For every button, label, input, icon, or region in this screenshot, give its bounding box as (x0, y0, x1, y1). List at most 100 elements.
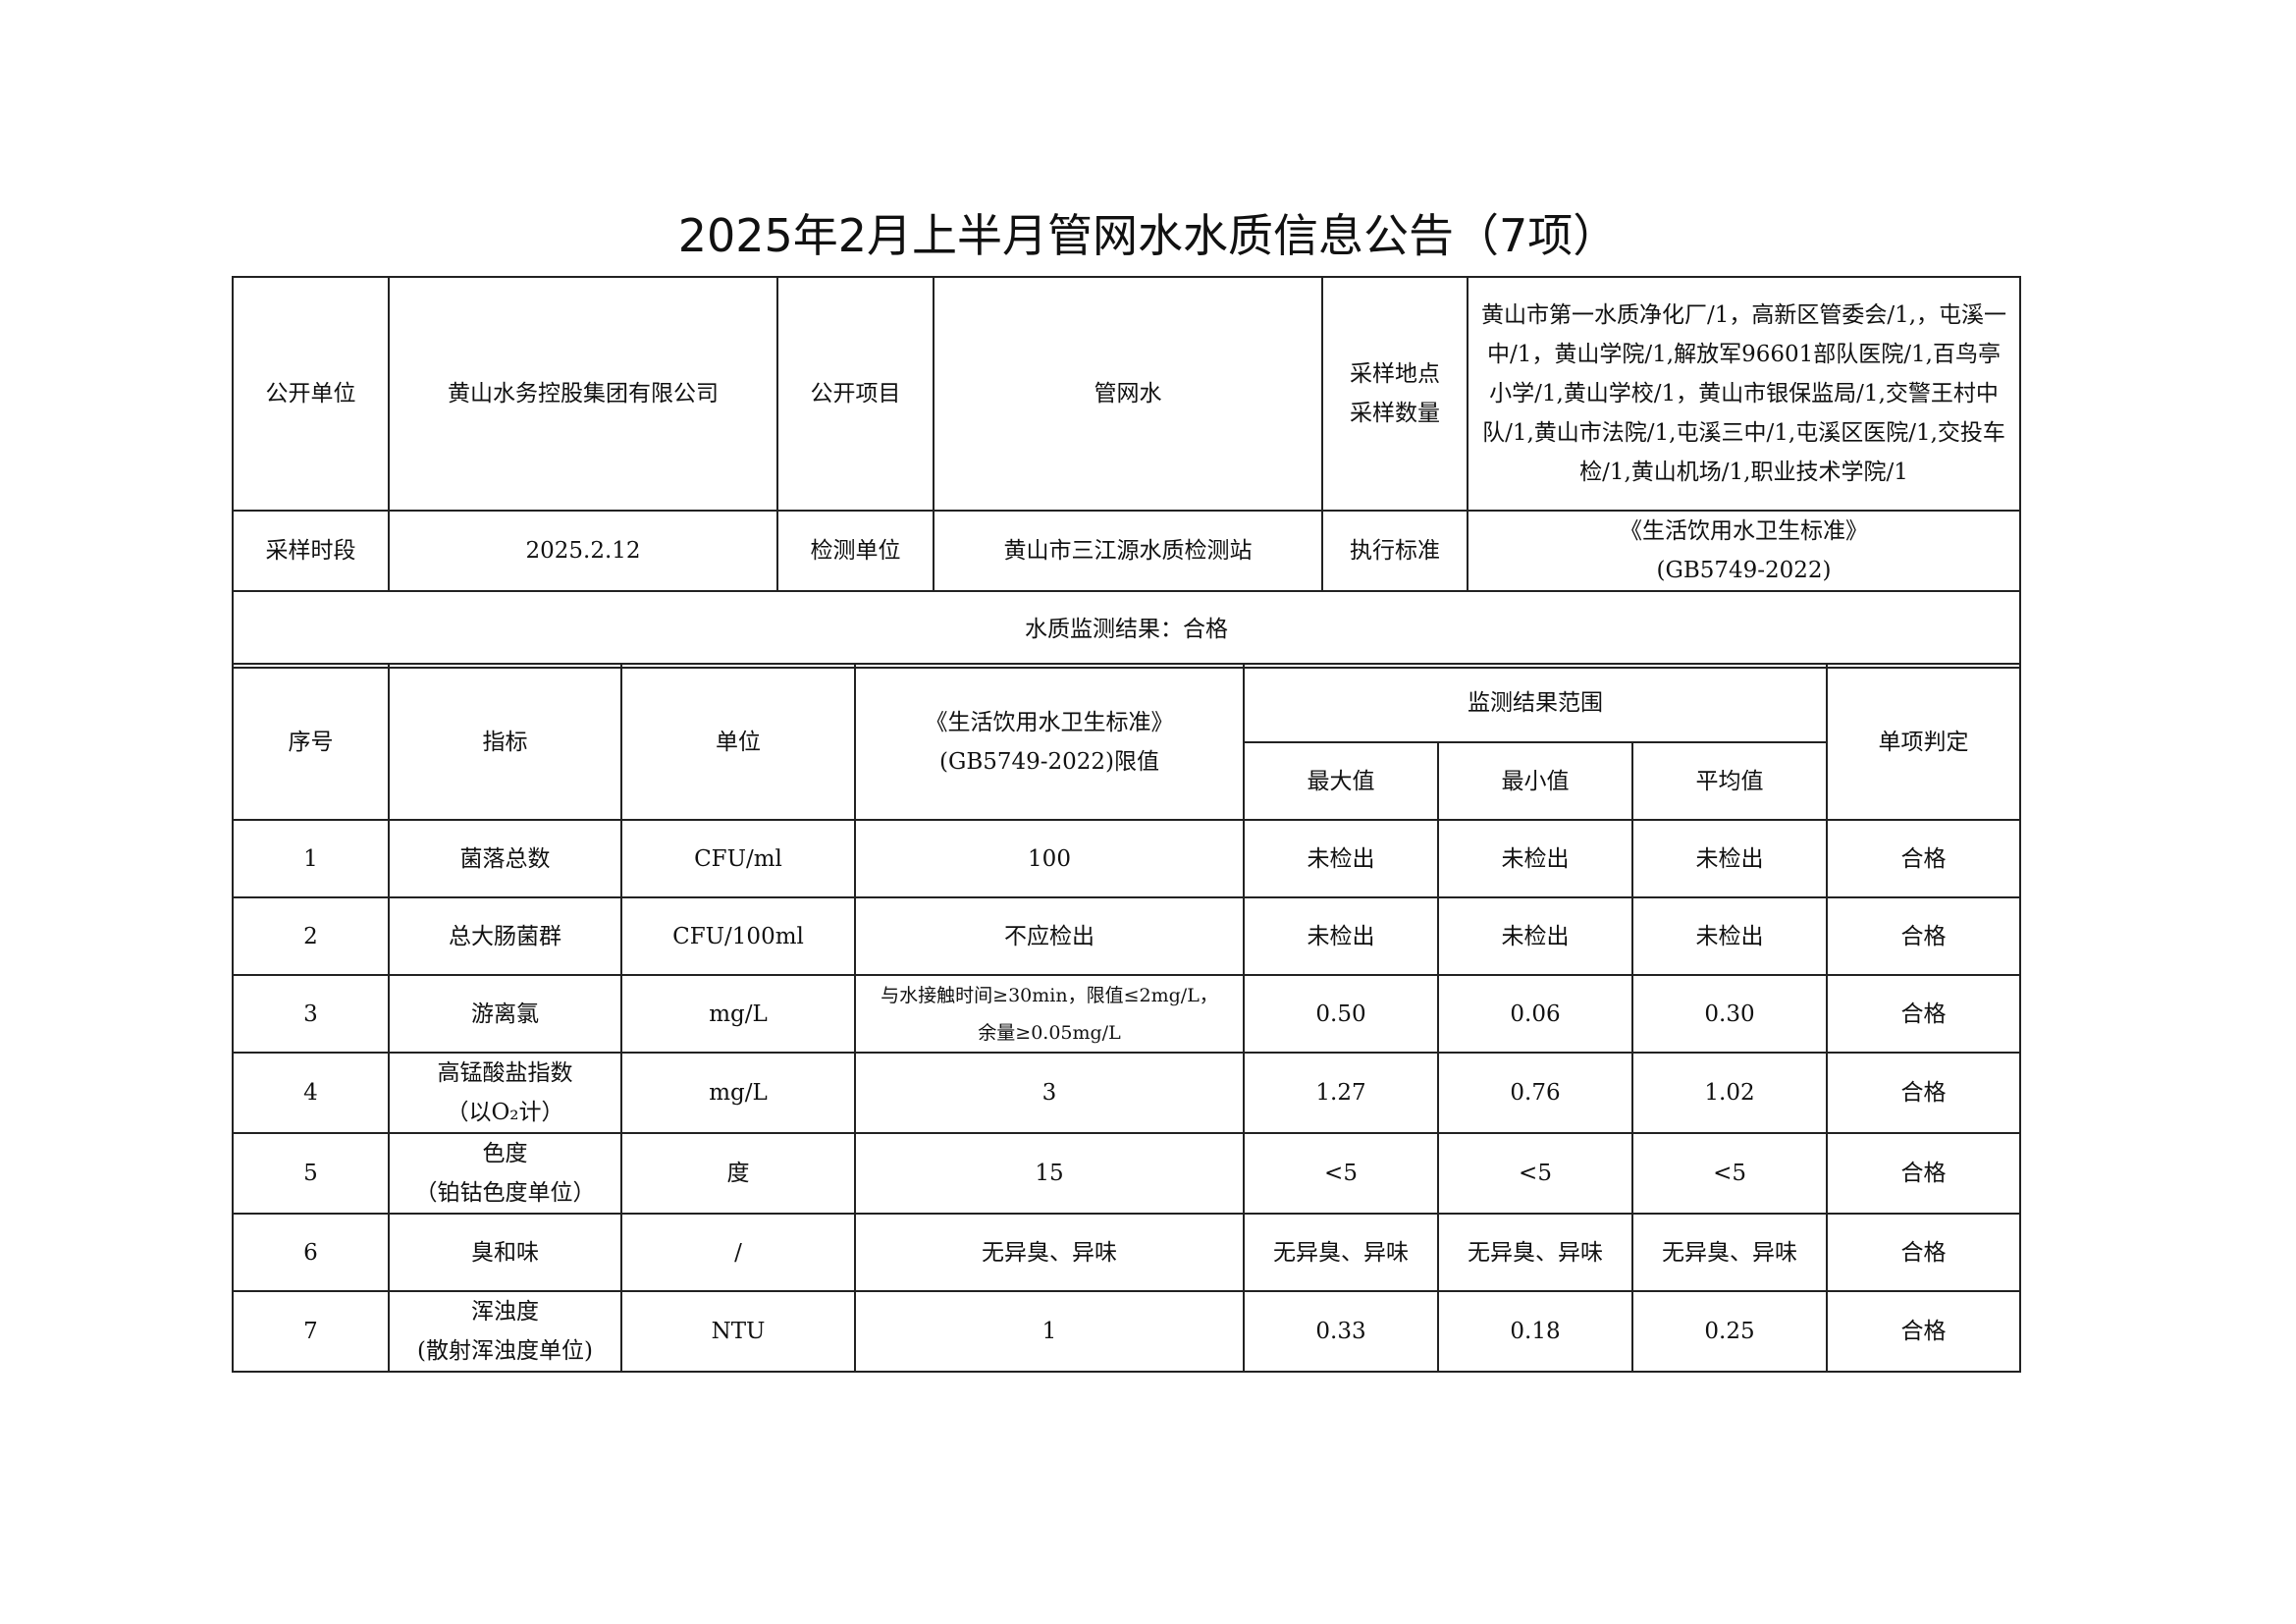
header-range: 监测结果范围 (1242, 663, 1829, 743)
cell-unit: CFU/100ml (620, 896, 856, 976)
cell-max: 未检出 (1243, 896, 1439, 976)
cell-avg: 0.25 (1630, 1290, 1829, 1373)
indicator-line: (散射浑浊度单位) (417, 1338, 593, 1364)
cell-indicator: 浑浊度 (散射浑浊度单位) (388, 1290, 622, 1373)
cell-avg: 无异臭、异味 (1630, 1213, 1829, 1292)
publisher: 黄山水务控股集团有限公司 (388, 276, 778, 512)
cell-avg: 未检出 (1630, 896, 1829, 976)
cell-no: 7 (232, 1290, 390, 1373)
cell-avg: <5 (1630, 1132, 1829, 1215)
limit-line: 余量≥0.05mg/L (978, 1021, 1121, 1044)
header-max: 最大值 (1243, 741, 1439, 821)
table-row: 7 浑浊度 (散射浑浊度单位) NTU 1 0.33 0.18 0.25 合格 (232, 1290, 2022, 1373)
indicator-line: （以O₂计） (446, 1100, 564, 1125)
cell-no: 2 (232, 896, 390, 976)
cell-limit: 15 (854, 1132, 1245, 1215)
info-table: 公开单位 黄山水务控股集团有限公司 公开项目 管网水 采样地点 采样数量 黄山市第… (232, 276, 2021, 669)
sites-label-1: 采样地点 (1350, 361, 1440, 387)
cell-max: 0.50 (1243, 974, 1439, 1054)
cell-verdict: 合格 (1826, 1052, 2022, 1134)
sites-label: 采样地点 采样数量 (1321, 276, 1468, 512)
indicator-line: 浑浊度 (471, 1299, 539, 1325)
cell-no: 6 (232, 1213, 390, 1292)
cell-avg: 1.02 (1630, 1052, 1829, 1134)
cell-max: 无异臭、异味 (1243, 1213, 1439, 1292)
standard-name: 《生活饮用水卫生标准》 (1620, 518, 1868, 544)
cell-indicator: 游离氯 (388, 974, 622, 1054)
monitoring-result: 水质监测结果：合格 (232, 590, 2021, 669)
cell-min: 0.76 (1437, 1052, 1633, 1134)
page-title: 2025年2月上半月管网水水质信息公告（7项） (677, 209, 1619, 262)
cell-indicator: 高锰酸盐指数 （以O₂计） (388, 1052, 622, 1134)
cell-no: 5 (232, 1132, 390, 1215)
standard: 《生活饮用水卫生标准》 (GB5749-2022) (1467, 510, 2021, 592)
indicator-line: 高锰酸盐指数 (437, 1060, 573, 1086)
cell-min: 0.18 (1437, 1290, 1633, 1373)
header-verdict: 单项判定 (1826, 663, 2022, 821)
sampling-sites: 黄山市第一水质净化厂/1，高新区管委会/1,，屯溪一中/1，黄山学院/1,解放军… (1467, 276, 2021, 512)
header-limit-2: (GB5749-2022)限值 (938, 748, 1160, 775)
cell-verdict: 合格 (1826, 1290, 2022, 1373)
standard-label: 执行标准 (1321, 510, 1468, 592)
cell-limit: 1 (854, 1290, 1245, 1373)
table-row: 6 臭和味 / 无异臭、异味 无异臭、异味 无异臭、异味 无异臭、异味 合格 (232, 1213, 2022, 1292)
limit-line: 与水接触时间≥30min，限值≤2mg/L， (881, 984, 1218, 1006)
period: 2025.2.12 (388, 510, 778, 592)
cell-min: 未检出 (1437, 896, 1633, 976)
cell-no: 3 (232, 974, 390, 1054)
cell-max: 1.27 (1243, 1052, 1439, 1134)
cell-min: 未检出 (1437, 819, 1633, 898)
lab-label: 检测单位 (776, 510, 934, 592)
cell-indicator: 总大肠菌群 (388, 896, 622, 976)
cell-indicator: 臭和味 (388, 1213, 622, 1292)
cell-verdict: 合格 (1826, 819, 2022, 898)
cell-avg: 未检出 (1630, 819, 1829, 898)
header-limit-1: 《生活饮用水卫生标准》 (925, 709, 1174, 735)
cell-max: 未检出 (1243, 819, 1439, 898)
cell-limit: 无异臭、异味 (854, 1213, 1245, 1292)
header-indicator: 指标 (388, 663, 622, 821)
cell-min: 无异臭、异味 (1437, 1213, 1633, 1292)
indicator-line: 游离氯 (471, 1001, 539, 1027)
cell-limit: 与水接触时间≥30min，限值≤2mg/L， 余量≥0.05mg/L (854, 974, 1245, 1054)
cell-unit: 度 (620, 1132, 856, 1215)
cell-unit: / (620, 1213, 856, 1292)
cell-verdict: 合格 (1826, 974, 2022, 1054)
cell-unit: NTU (620, 1290, 856, 1373)
cell-no: 4 (232, 1052, 390, 1134)
cell-verdict: 合格 (1826, 896, 2022, 976)
results-table: 序号 指标 单位 《生活饮用水卫生标准》 (GB5749-2022)限值 监测结果… (232, 663, 2022, 1373)
cell-no: 1 (232, 819, 390, 898)
limit-line: 15 (1035, 1161, 1064, 1186)
table-row: 5 色度 （铂钴色度单位）度 15 <5 <5 <5 合格 (232, 1132, 2022, 1215)
header-no: 序号 (232, 663, 390, 821)
cell-limit: 3 (854, 1052, 1245, 1134)
cell-limit: 100 (854, 819, 1245, 898)
cell-unit: mg/L (620, 1052, 856, 1134)
limit-line: 100 (1028, 845, 1071, 872)
cell-min: 0.06 (1437, 974, 1633, 1054)
header-min: 最小值 (1437, 741, 1633, 821)
cell-limit: 不应检出 (854, 896, 1245, 976)
standard-code: (GB5749-2022) (1656, 558, 1832, 583)
indicator-line: 臭和味 (471, 1239, 539, 1266)
table-row: 1 菌落总数 CFU/ml 100 未检出 未检出 未检出 合格 (232, 819, 2022, 898)
header-limit: 《生活饮用水卫生标准》 (GB5749-2022)限值 (854, 663, 1245, 821)
item: 管网水 (933, 276, 1323, 512)
header-avg: 平均值 (1630, 741, 1829, 821)
sites-label-2: 采样数量 (1350, 401, 1440, 426)
cell-max: 0.33 (1243, 1290, 1439, 1373)
limit-line: 3 (1041, 1080, 1057, 1106)
indicator-line: 菌落总数 (459, 845, 551, 872)
header-unit: 单位 (620, 663, 856, 821)
lab: 黄山市三江源水质检测站 (933, 510, 1323, 592)
table-row: 3 游离氯 mg/L 与水接触时间≥30min，限值≤2mg/L， 余量≥0.05mg/… (232, 974, 2022, 1054)
cell-avg: 0.30 (1630, 974, 1829, 1054)
indicator-line: 总大肠菌群 (449, 923, 561, 949)
limit-line: 1 (1041, 1319, 1057, 1344)
period-label: 采样时段 (232, 510, 390, 592)
item-label: 公开项目 (776, 276, 934, 512)
cell-max: <5 (1243, 1132, 1439, 1215)
indicator-line: （铂钴色度单位） (414, 1180, 596, 1206)
table-row: 2 总大肠菌群 CFU/100ml 不应检出 未检出 未检出 未检出 合格 (232, 896, 2022, 976)
